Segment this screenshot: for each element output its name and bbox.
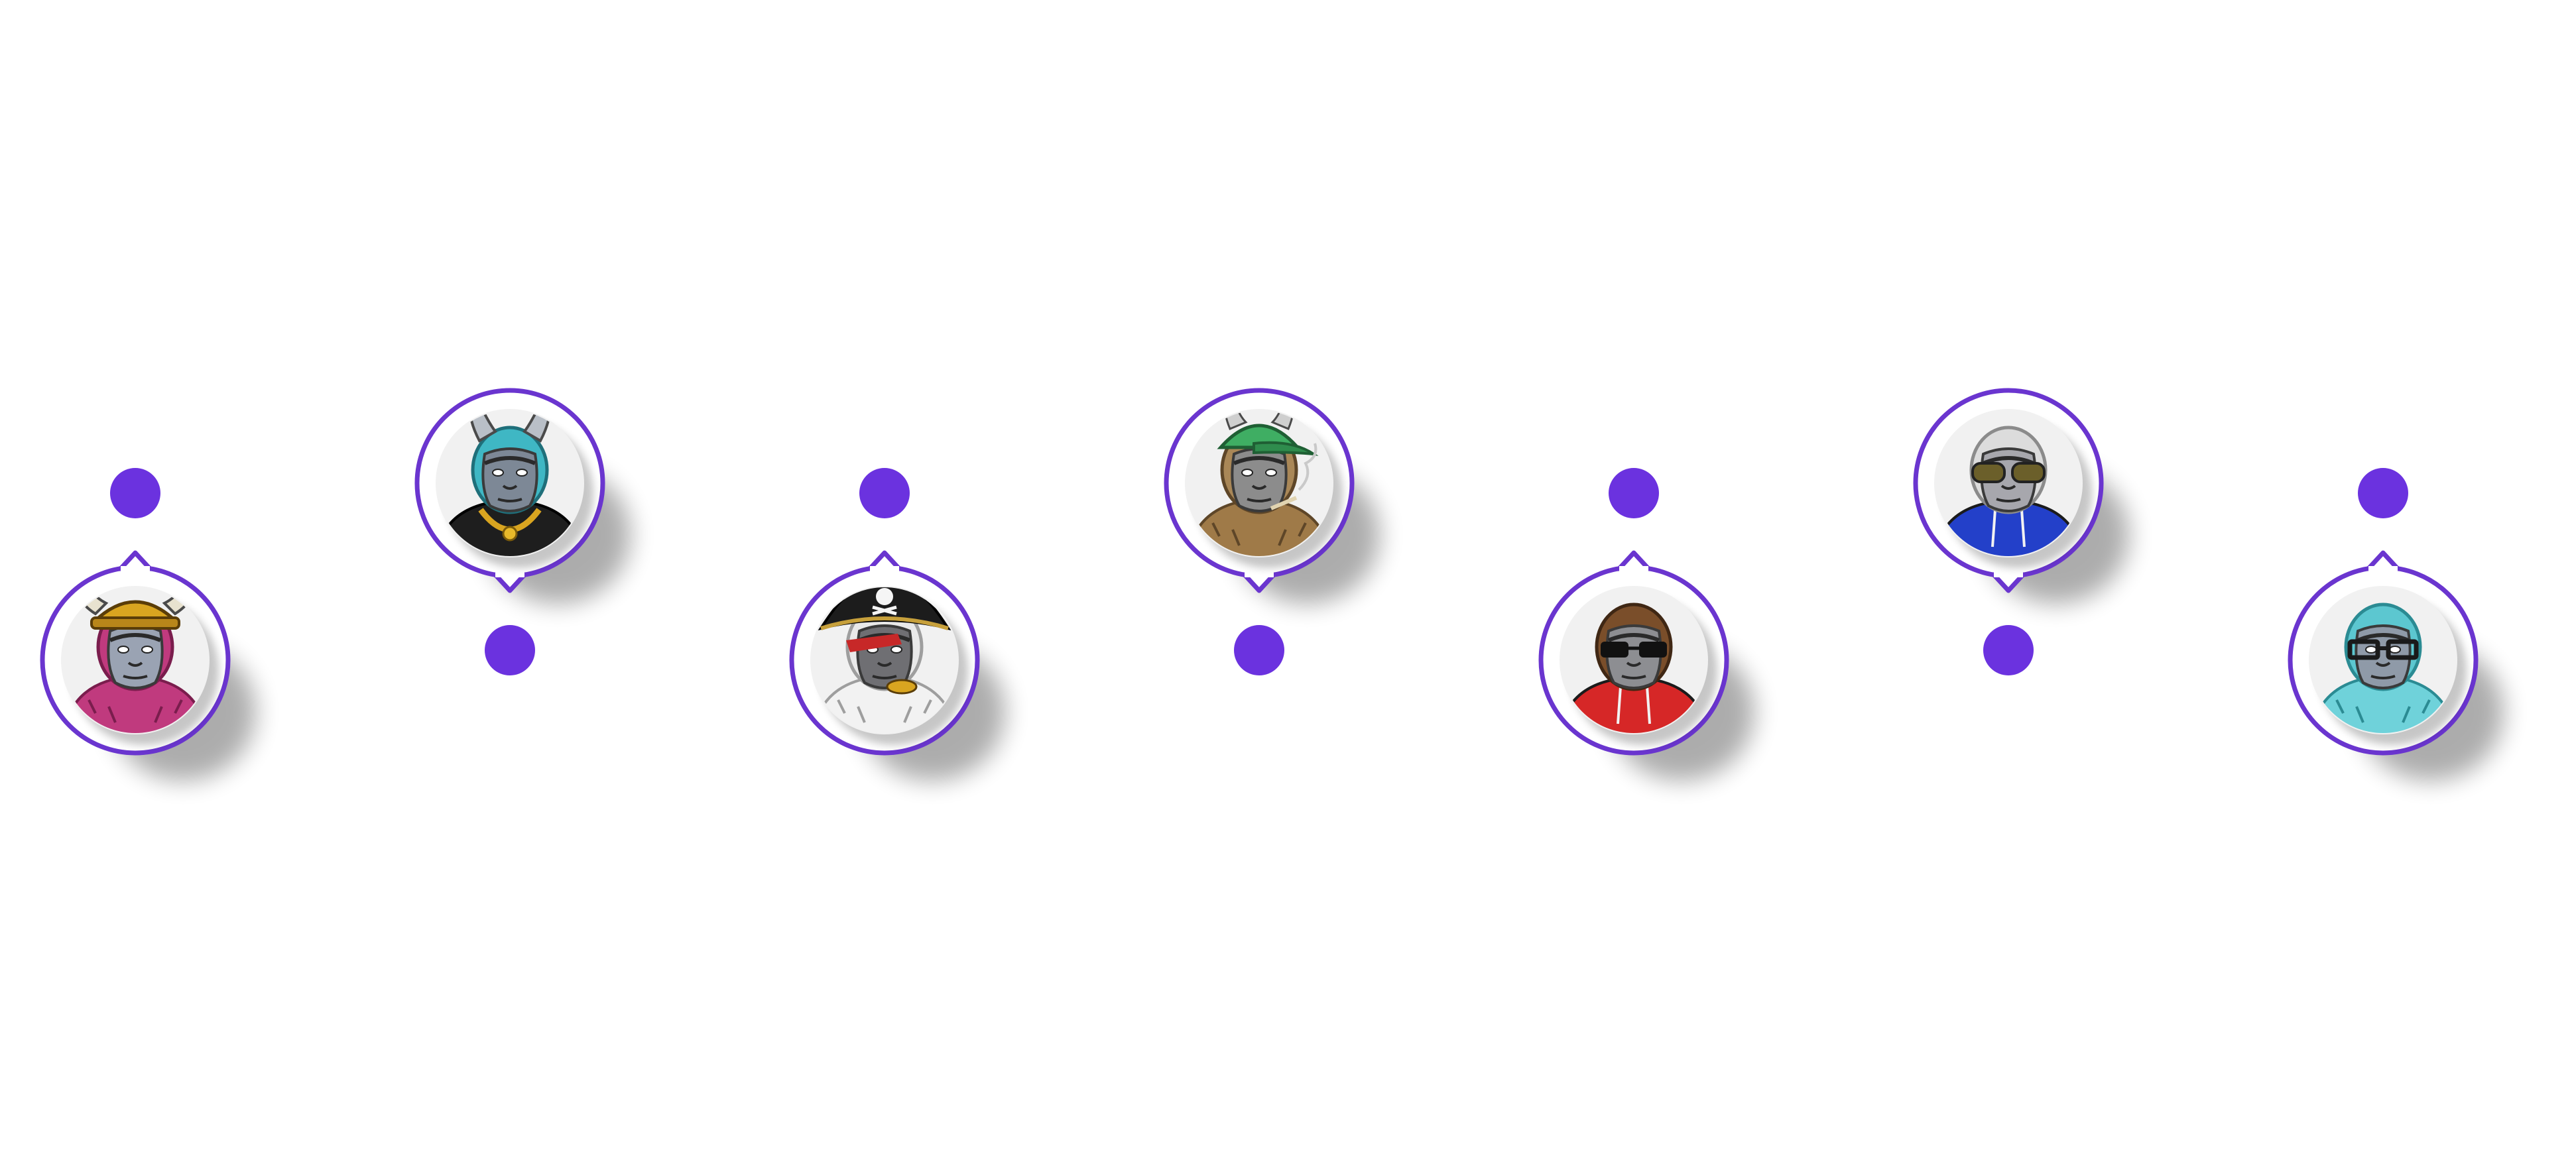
gorilla-portrait-icon	[1935, 426, 2081, 556]
notch-mask	[2368, 566, 2398, 573]
pointer-up-notch	[867, 550, 902, 572]
pointer-up-notch	[2365, 550, 2401, 572]
pointer-down-notch	[492, 571, 528, 593]
timeline-dot[interactable]	[859, 468, 910, 518]
gorilla-viking-helmet-avatar[interactable]	[40, 468, 256, 781]
notch-mask	[495, 571, 524, 577]
pointer-down-notch	[1241, 571, 1277, 593]
gorilla-green-cap-smoke-avatar[interactable]	[1164, 388, 1380, 675]
gorilla-portrait-icon	[1561, 603, 1707, 733]
gorilla-blue-hoodie-goggles-avatar[interactable]	[1913, 388, 2129, 675]
gorilla-teal-glasses-avatar[interactable]	[2288, 468, 2504, 781]
gorilla-red-hoodie-sunglasses-avatar[interactable]	[1538, 468, 1754, 781]
notch-mask	[870, 566, 899, 573]
pointer-up-notch	[1616, 550, 1652, 572]
notch-mask	[1245, 571, 1274, 577]
timeline-dot[interactable]	[110, 468, 160, 518]
notch-mask	[121, 566, 150, 573]
gorilla-horns-gold-chain-avatar[interactable]	[414, 388, 631, 675]
notch-mask	[1994, 571, 2023, 577]
gorilla-pirate-hat-avatar[interactable]	[789, 468, 1005, 781]
timeline-dot[interactable]	[2358, 468, 2408, 518]
pointer-down-notch	[1991, 571, 2026, 593]
pointer-up-notch	[117, 550, 153, 572]
timeline-dot[interactable]	[1609, 468, 1659, 518]
notch-mask	[1619, 566, 1648, 573]
timeline-dot[interactable]	[1234, 625, 1284, 675]
timeline-dot[interactable]	[1983, 625, 2034, 675]
timeline-dot[interactable]	[485, 625, 535, 675]
